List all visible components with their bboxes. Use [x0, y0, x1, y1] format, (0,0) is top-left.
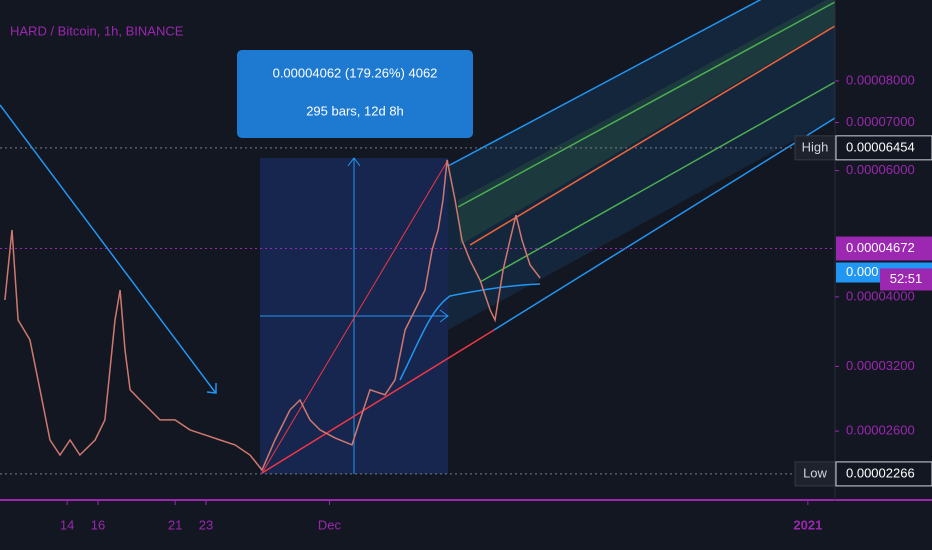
high-label: High: [802, 139, 829, 154]
x-tick-label: 2021: [793, 517, 822, 532]
channel-line: [447, 0, 762, 167]
y-tick-label: 0.00003200: [846, 358, 915, 373]
channel-fill: [458, 0, 835, 245]
y-tick-label: 0.00008000: [846, 72, 915, 87]
cut-price: 0.000: [846, 264, 879, 279]
arrow-line: [0, 104, 216, 393]
y-tick-label: 0.00004000: [846, 288, 915, 303]
measure-label: 295 bars, 12d 8h: [306, 103, 404, 118]
channel-fill: [448, 0, 835, 330]
price-line-series: [4, 159, 541, 472]
high-value: 0.00006454: [846, 139, 915, 154]
drawings: 0.00004062 (179.26%) 4062 295 bars, 12d …: [0, 0, 836, 474]
last-price: 0.00004672: [846, 240, 915, 255]
channel-line: [493, 117, 836, 331]
high-value-box: [835, 135, 932, 161]
measure-label: 0.00004062 (179.26%) 4062: [273, 65, 438, 80]
x-tick-label: Dec: [318, 517, 342, 532]
channel-line: [469, 25, 836, 246]
pitch-line: [261, 159, 449, 474]
measure-label-box: [237, 50, 473, 138]
low-label-box: [794, 461, 836, 487]
low-value: 0.00002266: [846, 465, 915, 480]
last-price-box: [836, 236, 932, 261]
x-tick-label: 14: [60, 517, 74, 532]
low-value-box: [835, 461, 932, 487]
countdown-box: [880, 268, 932, 291]
channel-line: [457, 1, 836, 208]
x-tick-label: 23: [199, 517, 213, 532]
countdown: 52:51: [890, 271, 923, 286]
y-tick-label: 0.00002600: [846, 423, 915, 438]
low-label: Low: [803, 465, 827, 480]
chart-title: HARD / Bitcoin, 1h, BINANCE: [10, 23, 184, 38]
trend-line: [261, 329, 495, 474]
arrow-head: [206, 383, 217, 394]
x-tick-label: 21: [168, 517, 182, 532]
measure-arrow-head: [347, 157, 361, 167]
x-tick-label: 16: [91, 517, 105, 532]
channel-line: [479, 81, 836, 283]
vwap-line: [399, 283, 541, 381]
measure-arrow-head: [439, 309, 449, 323]
y-tick-label: 0.00006000: [846, 162, 915, 177]
high-label-box: [794, 135, 836, 161]
y-tick-label: 0.00007000: [846, 114, 915, 129]
